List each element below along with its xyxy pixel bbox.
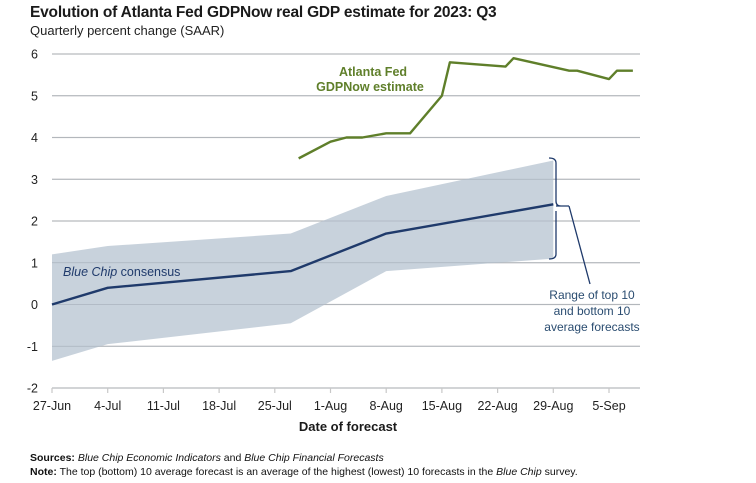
forecast-range-band <box>52 53 640 389</box>
annotations: Atlanta Fed GDPNow estimate Blue Chip co… <box>63 65 640 334</box>
range-band-area <box>52 160 554 361</box>
range-leader-line <box>568 205 591 285</box>
sources-note: Sources: Blue Chip Economic Indicators a… <box>30 452 384 464</box>
range-bracket <box>548 157 569 260</box>
x-tick-label: 27-Jun <box>33 399 71 413</box>
bluechip-label-rest: consensus <box>117 265 180 279</box>
note-label: Note: <box>30 466 57 478</box>
chart-title: Evolution of Atlanta Fed GDPNow real GDP… <box>30 4 497 21</box>
x-tick-label: 1-Aug <box>314 399 347 413</box>
axes: -2 -1 0 1 2 3 4 5 6 27-Jun 4-Jul 11-Jul 18-Jul 25-Jul… <box>27 48 626 414</box>
note-text-1: The top (bottom) 10 average forecast is … <box>56 466 497 478</box>
y-tick-label: -2 <box>27 382 38 396</box>
x-tick-label: 11-Jul <box>147 399 180 413</box>
y-tick-label: 2 <box>31 215 38 229</box>
sources-italic-2: Blue Chip Financial Forecasts <box>244 452 384 464</box>
y-tick-label: 1 <box>31 256 38 270</box>
x-tick-label: 18-Jul <box>202 399 236 413</box>
x-axis-label: Date of forecast <box>298 419 398 434</box>
y-tick-label: -1 <box>27 340 38 354</box>
x-tick-label: 22-Aug <box>477 399 517 413</box>
bluechip-label: Blue Chip consensus <box>63 265 180 279</box>
range-label-line3: average forecasts <box>544 320 639 334</box>
gdpnow-label-line2: GDPNow estimate <box>316 80 424 94</box>
x-tick-label: 29-Aug <box>533 399 573 413</box>
y-tick-label: 3 <box>31 173 38 187</box>
footnote: Note: The top (bottom) 10 average foreca… <box>30 466 578 478</box>
range-label-line2: and bottom 10 <box>554 304 631 318</box>
x-tick-label: 5-Sep <box>592 399 625 413</box>
note-text-2: survey. <box>541 466 578 478</box>
y-tick-label: 5 <box>31 89 38 103</box>
series-lines <box>51 56 633 306</box>
y-tick-label: 6 <box>31 48 38 62</box>
bluechip-label-italic: Blue Chip <box>63 265 117 279</box>
x-tick-label: 15-Aug <box>422 399 462 413</box>
range-label-line1: Range of top 10 <box>549 288 635 302</box>
sources-italic-1: Blue Chip Economic Indicators <box>77 452 221 464</box>
sources-label: Sources: <box>30 452 75 464</box>
x-tick-label: 25-Jul <box>258 399 292 413</box>
note-italic: Blue Chip <box>496 466 542 478</box>
y-tick-label: 4 <box>31 131 38 145</box>
y-tick-label: 0 <box>31 298 38 312</box>
x-tick-label: 4-Jul <box>94 399 121 413</box>
sources-and: and <box>220 452 245 464</box>
chart-subtitle: Quarterly percent change (SAAR) <box>30 23 225 38</box>
gdpnow-label-line1: Atlanta Fed <box>339 65 407 79</box>
x-tick-label: 8-Aug <box>370 399 403 413</box>
